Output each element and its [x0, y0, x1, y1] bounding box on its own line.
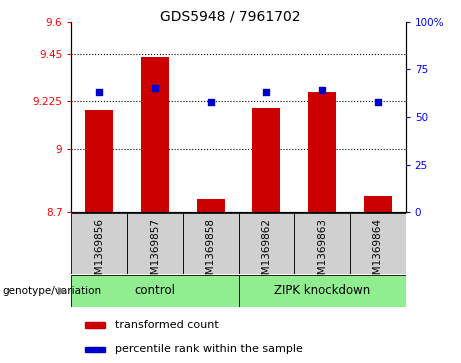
- Text: ZIPK knockdown: ZIPK knockdown: [274, 284, 370, 297]
- Text: GSM1369857: GSM1369857: [150, 218, 160, 288]
- Bar: [127, 213, 183, 274]
- Bar: [294, 213, 350, 274]
- Text: transformed count: transformed count: [115, 320, 219, 330]
- Bar: [71, 213, 127, 274]
- Text: GSM1369862: GSM1369862: [261, 218, 272, 288]
- Point: [95, 89, 103, 95]
- Bar: [238, 275, 406, 307]
- Text: GDS5948 / 7961702: GDS5948 / 7961702: [160, 9, 301, 23]
- Point: [263, 89, 270, 95]
- Bar: [85, 110, 113, 212]
- Text: GSM1369864: GSM1369864: [373, 218, 383, 288]
- Text: GSM1369856: GSM1369856: [95, 218, 104, 288]
- Text: ▶: ▶: [58, 286, 66, 296]
- Text: control: control: [135, 284, 176, 297]
- Point: [319, 87, 326, 93]
- Bar: [308, 92, 336, 212]
- Text: genotype/variation: genotype/variation: [2, 286, 101, 296]
- Bar: [85, 347, 105, 352]
- Text: GSM1369863: GSM1369863: [317, 218, 327, 288]
- Point: [374, 99, 382, 105]
- Point: [151, 86, 159, 91]
- Bar: [253, 108, 280, 212]
- Bar: [183, 213, 238, 274]
- Bar: [197, 199, 225, 212]
- Bar: [350, 213, 406, 274]
- Bar: [85, 322, 105, 327]
- Text: percentile rank within the sample: percentile rank within the sample: [115, 344, 303, 354]
- Bar: [364, 196, 392, 212]
- Bar: [141, 57, 169, 212]
- Text: GSM1369858: GSM1369858: [206, 218, 216, 288]
- Bar: [71, 275, 239, 307]
- Point: [207, 99, 214, 105]
- Bar: [238, 213, 294, 274]
